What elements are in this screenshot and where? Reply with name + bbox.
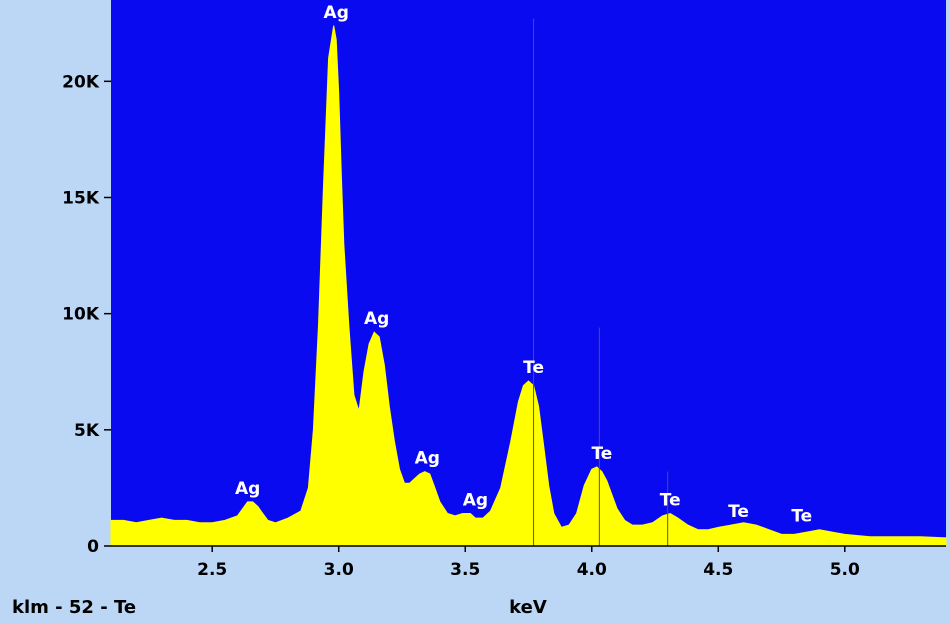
x-axis-title: keV xyxy=(509,597,547,618)
sample-label: klm - 52 - Te xyxy=(12,597,136,618)
peak-label-ag: Ag xyxy=(324,3,349,23)
x-tick-label: 4.0 xyxy=(577,560,607,580)
peak-label-ag: Ag xyxy=(463,490,488,510)
peak-label-ag: Ag xyxy=(364,309,389,329)
peak-label-te: Te xyxy=(791,507,812,527)
peak-label-te: Te xyxy=(591,444,612,464)
marker-lines xyxy=(533,18,669,546)
y-tick-label: 10K xyxy=(62,305,100,325)
x-tick-label: 3.5 xyxy=(450,560,480,580)
peak-label-ag: Ag xyxy=(235,479,260,499)
x-tick-label: 2.5 xyxy=(197,560,227,580)
y-tick-label: 20K xyxy=(62,72,100,92)
peak-label-ag: Ag xyxy=(415,449,440,469)
x-tick-label: 4.5 xyxy=(703,560,733,580)
peak-label-te: Te xyxy=(523,358,544,378)
y-axis-ticks: 0 5K 10K 15K 20K xyxy=(62,72,111,557)
y-tick-label: 0 xyxy=(87,537,99,557)
x-tick-label: 5.0 xyxy=(830,560,860,580)
peak-labels: Ag Ag Ag Ag Ag Te Te Te Te Te xyxy=(235,3,812,527)
x-axis-ticks: 2.5 3.0 3.5 4.0 4.5 5.0 xyxy=(197,546,860,580)
y-tick-label: 15K xyxy=(62,188,100,208)
y-tick-label: 5K xyxy=(74,421,100,441)
x-tick-label: 3.0 xyxy=(324,560,354,580)
peak-label-te: Te xyxy=(728,502,749,522)
spectrum-series xyxy=(110,25,947,547)
peak-label-te: Te xyxy=(660,490,681,510)
